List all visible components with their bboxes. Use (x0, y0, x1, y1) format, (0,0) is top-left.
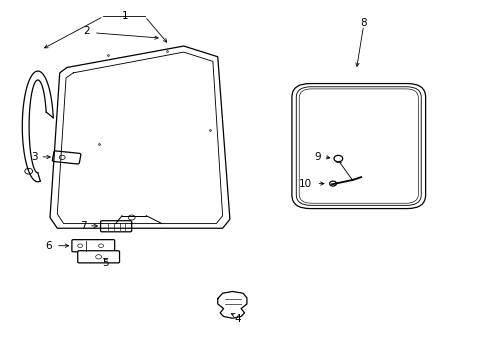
FancyBboxPatch shape (78, 251, 119, 263)
Text: 8: 8 (360, 18, 366, 28)
Text: 5: 5 (102, 258, 109, 268)
FancyBboxPatch shape (299, 89, 417, 203)
Text: 3: 3 (31, 152, 38, 162)
FancyBboxPatch shape (52, 151, 81, 164)
FancyBboxPatch shape (72, 240, 115, 252)
Text: 6: 6 (46, 241, 52, 251)
Text: 7: 7 (80, 221, 86, 231)
FancyBboxPatch shape (296, 87, 420, 205)
Text: 4: 4 (234, 314, 241, 324)
Text: 10: 10 (299, 179, 312, 189)
Text: 9: 9 (313, 152, 320, 162)
FancyBboxPatch shape (291, 84, 425, 208)
FancyBboxPatch shape (101, 221, 131, 232)
Text: 1: 1 (122, 12, 128, 21)
Text: 2: 2 (83, 26, 90, 36)
